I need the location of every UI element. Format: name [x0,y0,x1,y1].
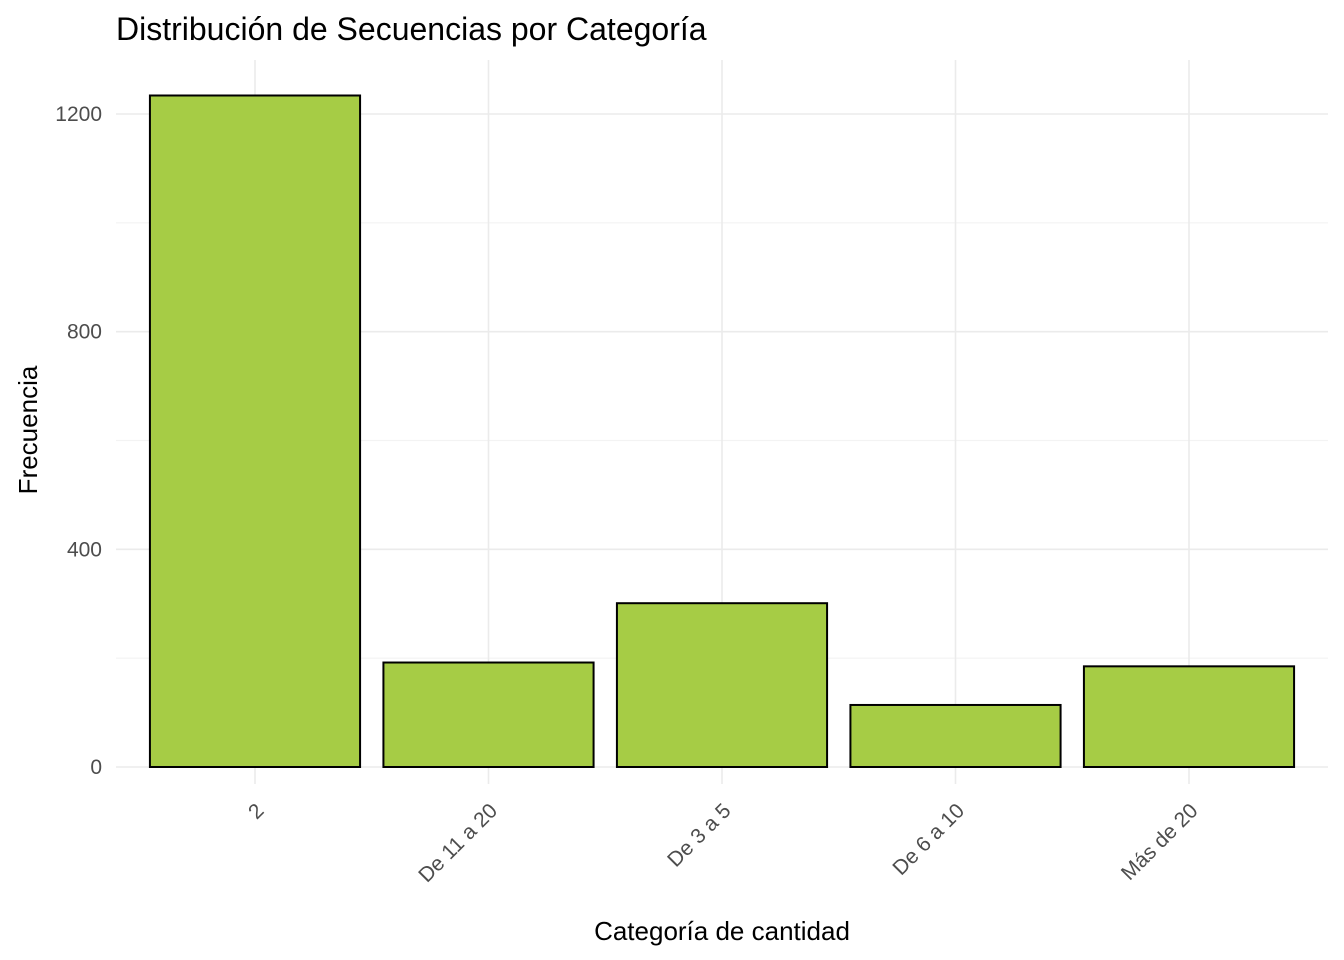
x-axis-ticks: 2 De 11 a 20 De 3 a 5 De 6 a 10 Más de 20 [244,799,1203,887]
x-tick-label-1: De 11 a 20 [414,799,502,887]
bar-2 [615,602,829,768]
y-axis-ticks: 0 400 800 1200 [55,103,102,779]
y-tick-label-0: 0 [90,756,102,779]
bars [148,94,1296,769]
bar-0 [148,94,362,768]
bar-1 [382,661,595,769]
y-tick-label-2: 800 [67,321,102,344]
y-axis-title: Frecuencia [13,365,43,494]
x-axis-title: Categoría de cantidad [594,916,850,946]
x-tick-label-0: 2 [244,799,269,824]
bar-4 [1082,665,1296,768]
y-tick-label-3: 1200 [55,103,102,126]
bar-3 [849,703,1062,769]
x-tick-label-2: De 3 a 5 [663,799,735,871]
x-tick-label-4: Más de 20 [1117,799,1203,885]
x-tick-label-3: De 6 a 10 [888,799,969,880]
chart-title: Distribución de Secuencias por Categoría [116,11,707,47]
y-tick-label-1: 400 [67,538,102,561]
